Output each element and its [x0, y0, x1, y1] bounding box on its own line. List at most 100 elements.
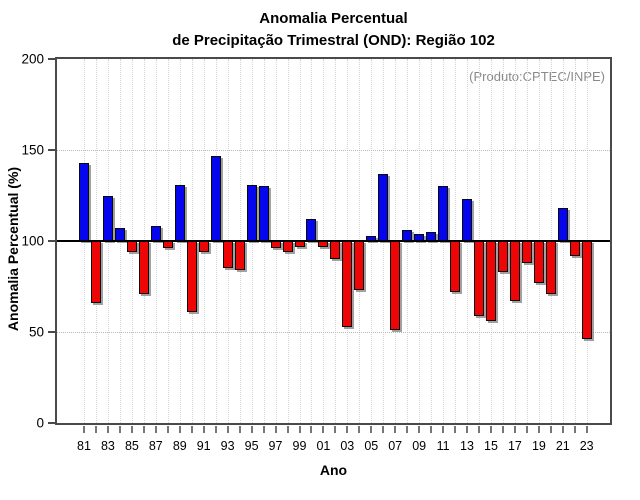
y-axis-tick — [48, 331, 57, 333]
x-axis-tick — [573, 426, 576, 433]
chart-title-line1: Anomalia Percentual — [259, 10, 408, 27]
bar-2000 — [306, 219, 317, 241]
x-axis-tick — [286, 426, 289, 433]
x-axis-tick — [226, 426, 229, 433]
y-axis-tick — [48, 149, 57, 151]
x-axis-tick-label: 13 — [460, 439, 474, 453]
plot-area: (Produto:CPTEC/INPE) Anomalia Percentual… — [5, 52, 612, 453]
x-axis-tick — [178, 426, 181, 433]
x-axis-tick-label: 01 — [316, 439, 331, 453]
y-axis-tick — [48, 240, 57, 242]
bar-1987 — [150, 226, 161, 241]
x-axis-tick — [166, 426, 169, 433]
x-axis-tick-label: 19 — [531, 439, 546, 453]
x-axis-tick — [190, 426, 193, 433]
bar-1981 — [79, 162, 89, 241]
x-axis-tick — [442, 426, 445, 433]
bar-2022 — [569, 241, 580, 256]
x-axis-tick — [478, 426, 480, 433]
x-axis-tick — [202, 426, 205, 433]
baseline-100 — [57, 240, 610, 242]
y-gridline — [57, 332, 610, 333]
x-axis-tick-label: 89 — [172, 439, 187, 453]
y-axis-tick-label: 50 — [28, 324, 44, 340]
bar-2002 — [330, 241, 341, 260]
x-axis-tick — [418, 426, 421, 433]
x-axis-tick — [250, 426, 253, 433]
bar-1989 — [174, 184, 185, 241]
x-axis-tick — [370, 426, 373, 433]
x-axis-tick-label: 85 — [124, 439, 139, 453]
x-axis-tick — [154, 426, 157, 433]
x-axis-tick — [394, 426, 397, 433]
x-axis-tick — [430, 426, 433, 433]
x-axis-tick — [466, 426, 468, 433]
bar-1988 — [162, 241, 173, 249]
x-axis-tick — [549, 426, 552, 433]
x-axis-tick-label: 09 — [412, 439, 427, 453]
y-axis-tick-label: 150 — [21, 142, 44, 158]
bar-2013 — [462, 199, 472, 241]
bar-1990 — [186, 241, 197, 312]
x-axis-tick — [346, 426, 349, 433]
x-axis-tick — [238, 426, 241, 433]
x-axis-tick — [83, 426, 85, 433]
bar-1996 — [258, 186, 269, 241]
x-axis-tick-label: 99 — [292, 439, 307, 453]
chart-title-line2: de Precipitação Trimestral (OND): Região… — [172, 32, 495, 49]
x-axis-tick — [322, 426, 325, 433]
bar-2020 — [545, 241, 556, 294]
y-axis-tick-label: 0 — [36, 415, 44, 431]
x-axis-tick — [334, 426, 337, 433]
bar-2016 — [498, 241, 508, 272]
x-axis-tick — [274, 426, 277, 433]
x-axis-tick-label: 87 — [148, 439, 163, 453]
x-axis-tick — [358, 426, 361, 433]
x-axis-tick — [130, 426, 133, 433]
y-axis-tick — [48, 422, 57, 424]
bar-2018 — [521, 241, 532, 263]
x-axis-tick — [262, 426, 265, 433]
x-axis-title: Ano — [319, 462, 348, 478]
x-axis-tick-label: 95 — [244, 439, 259, 453]
bar-1985 — [126, 241, 137, 252]
bar-2011 — [438, 186, 449, 241]
x-axis-tick — [142, 426, 145, 433]
bar-1982 — [91, 241, 101, 303]
x-axis-tick-label: 03 — [340, 439, 355, 453]
bar-2014 — [474, 241, 484, 316]
bar-1998 — [282, 241, 293, 252]
x-axis-tick-label: 23 — [579, 439, 594, 453]
x-axis-tick-label: 97 — [268, 439, 283, 453]
x-axis-tick — [214, 426, 217, 433]
bar-2015 — [486, 241, 496, 322]
x-axis-tick — [513, 426, 516, 433]
x-axis-tick — [537, 426, 540, 433]
x-axis-tick-label: 17 — [507, 439, 522, 453]
x-axis-tick-label: 07 — [388, 439, 403, 453]
y-axis-tick-label: 200 — [21, 51, 44, 67]
x-axis-tick-label: 11 — [436, 439, 450, 453]
x-axis-tick-label: 93 — [220, 439, 235, 453]
x-axis-tick — [118, 426, 121, 433]
bar-2007 — [390, 241, 401, 331]
bar-1992 — [210, 155, 221, 241]
x-axis-tick — [298, 426, 301, 433]
x-axis-tick — [490, 426, 492, 433]
x-axis-tick — [310, 426, 313, 433]
x-axis-tick-label: 21 — [555, 439, 570, 453]
x-axis-tick — [585, 426, 588, 433]
y-axis-tick — [48, 58, 57, 60]
y-axis-tick-label: 100 — [21, 233, 44, 249]
x-axis-tick-label: 91 — [196, 439, 211, 453]
bar-2021 — [557, 208, 568, 241]
bar-2004 — [354, 241, 365, 291]
x-axis-tick-label: 05 — [364, 439, 379, 453]
bar-1997 — [270, 241, 281, 249]
x-axis-tick — [525, 426, 528, 433]
x-axis-tick — [406, 426, 409, 433]
bar-1991 — [198, 241, 209, 252]
x-axis-tick — [95, 426, 97, 433]
bar-1983 — [102, 195, 113, 241]
bar-1993 — [222, 241, 233, 269]
